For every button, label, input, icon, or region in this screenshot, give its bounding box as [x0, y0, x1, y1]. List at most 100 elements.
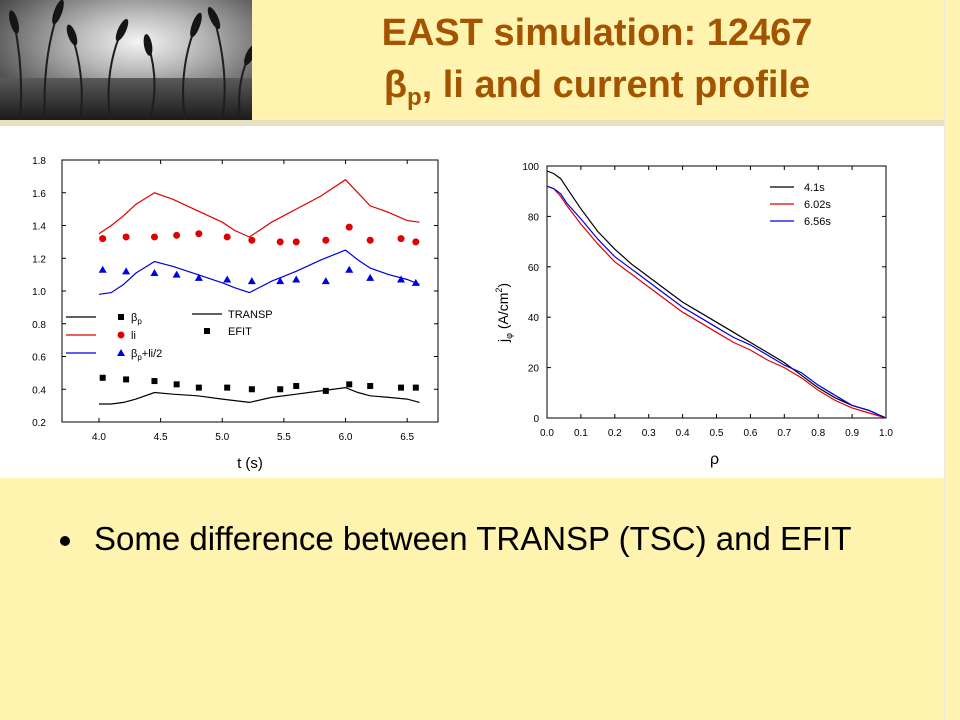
legend-marker-sample — [117, 349, 125, 356]
bullet-dot — [60, 536, 70, 546]
series-line-6.02s — [546, 185, 887, 419]
data-point-bp+li/2 — [345, 265, 354, 273]
x-tick-label: 0.9 — [845, 428, 859, 439]
legend-efit-marker — [204, 328, 210, 334]
series-line-6.56s — [546, 185, 887, 419]
legend-marker-sample — [118, 314, 124, 320]
chart-panel: 4.0 4.5 5.0 5.5 6.0 6.5 0.2 0.4 0.6 0.8 1.0 1.2 1.4 1… — [0, 126, 944, 478]
data-point-bp — [123, 376, 130, 383]
legend-label: li — [131, 330, 136, 342]
data-point-bp — [151, 378, 158, 385]
data-point-bp — [322, 387, 329, 394]
series-line-li — [98, 178, 420, 238]
right-plot-frame — [546, 165, 887, 419]
data-point-bp — [367, 382, 374, 389]
x-tick-label: 5.5 — [277, 432, 291, 443]
bullet-text: Some difference between TRANSP (TSC) and… — [94, 520, 852, 557]
legend-label-sub: p — [137, 353, 142, 362]
slide-subtitle: βp, li and current profile — [252, 62, 942, 113]
legend-label-rest: +li/2 — [142, 348, 163, 360]
y-tick-label: 0 — [533, 414, 539, 425]
left-chart-axes: 4.0 4.5 5.0 5.5 6.0 6.5 0.2 0.4 0.6 0.8 1.0 1.2 1.4 1… — [32, 156, 439, 472]
y-tick-label: 0.8 — [32, 320, 46, 331]
y-label-rest: (A/cm — [495, 293, 511, 333]
data-point-li — [322, 236, 330, 244]
data-point-bp+li/2 — [223, 275, 232, 283]
data-point-li — [150, 233, 158, 241]
right-edge-strip — [944, 0, 960, 720]
y-axis-label: jφ (A/cm2) — [494, 283, 514, 343]
data-point-li — [397, 235, 405, 243]
data-point-li — [292, 238, 300, 246]
x-tick-label: 0.4 — [676, 428, 690, 439]
data-point-bp+li/2 — [276, 277, 285, 285]
data-point-bp — [412, 384, 419, 391]
x-tick-label: 4.0 — [92, 432, 106, 443]
series-line-bp+li/2 — [98, 249, 420, 295]
y-tick-label: 1.6 — [32, 189, 46, 200]
data-point-bp — [398, 384, 405, 391]
right-chart-axes: 0.0 0.1 0.2 0.3 0.4 0.5 0.6 0.7 0.8 0.9 1.0 0 20 40 60… — [494, 162, 893, 468]
legend-label-sub: p — [137, 317, 142, 326]
data-point-li — [122, 233, 130, 241]
current-profile-chart: 0.0 0.1 0.2 0.3 0.4 0.5 0.6 0.7 0.8 0.9 1.0 0 20 40 60… — [494, 162, 893, 468]
legend-efit-label: EFIT — [228, 326, 252, 338]
data-point-bp — [346, 381, 353, 388]
data-point-bp+li/2 — [292, 275, 301, 283]
x-axis-label: ρ — [710, 451, 719, 468]
data-point-bp — [173, 381, 180, 388]
legend-label: 6.56s — [804, 216, 831, 228]
x-tick-label: 1.0 — [879, 428, 893, 439]
header-band — [252, 0, 960, 120]
beta-subscript: p — [407, 84, 422, 111]
data-point-bp+li/2 — [411, 278, 420, 286]
x-axis-label: t (s) — [237, 455, 263, 472]
y-tick-label: 80 — [528, 212, 540, 223]
y-tick-label: 1.2 — [32, 254, 46, 265]
y-tick-label: 1.0 — [32, 287, 46, 298]
y-label-main: j — [495, 339, 511, 343]
legend-label: 4.1s — [804, 182, 825, 194]
y-tick-label: 1.8 — [32, 156, 46, 167]
data-point-li — [366, 236, 374, 244]
data-point-li — [99, 235, 107, 243]
legend-marker-sample — [117, 331, 125, 339]
data-point-li — [248, 236, 256, 244]
x-tick-label: 0.6 — [743, 428, 757, 439]
data-point-li — [223, 233, 231, 241]
beta-li-time-chart: 4.0 4.5 5.0 5.5 6.0 6.5 0.2 0.4 0.6 0.8 1.0 1.2 1.4 1… — [32, 156, 439, 472]
x-tick-label: 0.5 — [710, 428, 724, 439]
legend-label: βp+li/2 — [131, 348, 162, 362]
y-tick-label: 40 — [528, 313, 540, 324]
y-tick-label: 0.6 — [32, 353, 46, 364]
y-tick-label: 0.4 — [32, 385, 46, 396]
data-point-bp+li/2 — [247, 277, 256, 285]
right-chart-legend: 4.1s 6.02s 6.56s — [770, 182, 831, 228]
y-label-end: ) — [495, 283, 511, 288]
series-line-4.1s — [546, 170, 887, 419]
data-point-bp+li/2 — [194, 273, 203, 281]
legend-label: βp — [131, 312, 142, 326]
slide-title: EAST simulation: 12467 — [381, 12, 813, 54]
data-point-li — [345, 223, 353, 231]
beta-symbol: β — [383, 64, 408, 106]
x-tick-label: 6.5 — [400, 432, 414, 443]
data-point-bp+li/2 — [397, 275, 406, 283]
data-point-li — [276, 238, 284, 246]
y-tick-label: 100 — [522, 162, 539, 173]
x-tick-label: 0.2 — [608, 428, 622, 439]
y-tick-label: 0.2 — [32, 418, 46, 429]
title-divider — [0, 120, 944, 126]
data-point-li — [195, 230, 203, 238]
series-line-bp — [99, 386, 420, 405]
legend-label: 6.02s — [804, 199, 831, 211]
legend-transp-label: TRANSP — [228, 309, 273, 321]
data-point-bp+li/2 — [321, 277, 330, 285]
x-tick-label: 6.0 — [339, 432, 353, 443]
x-tick-label: 0.1 — [574, 428, 588, 439]
data-point-bp — [224, 384, 231, 391]
x-tick-label: 5.0 — [215, 432, 229, 443]
data-point-bp — [248, 386, 255, 393]
x-tick-label: 4.5 — [154, 432, 168, 443]
